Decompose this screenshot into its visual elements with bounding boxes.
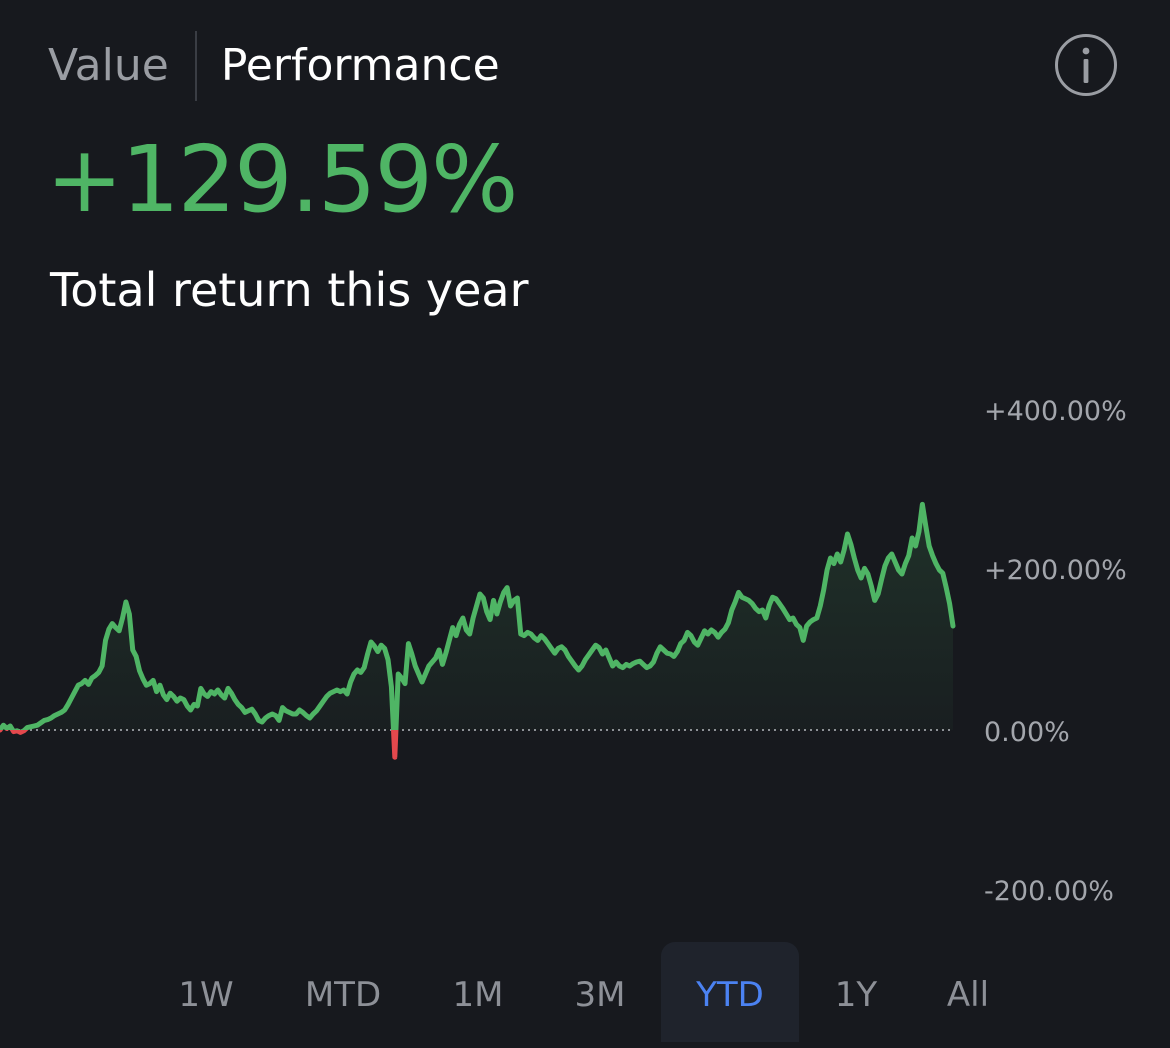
- performance-chart: +400.00% +200.00% 0.00% -200.00%: [0, 396, 1127, 907]
- range-ytd-button[interactable]: YTD: [661, 942, 799, 1042]
- range-1y-button[interactable]: 1Y: [834, 975, 878, 1015]
- performance-area: [0, 504, 953, 730]
- view-tabs: Value Performance: [48, 30, 500, 102]
- range-all-button[interactable]: All: [946, 975, 990, 1015]
- y-tick-label: 0.00%: [984, 717, 1070, 748]
- tab-divider: [194, 31, 197, 101]
- performance-line-positive: [0, 501, 956, 730]
- y-tick-label: +200.00%: [984, 555, 1127, 586]
- range-1w-button[interactable]: 1W: [178, 975, 234, 1015]
- range-3m-button[interactable]: 3M: [574, 975, 626, 1015]
- range-1m-button[interactable]: 1M: [452, 975, 504, 1015]
- time-range-selector: 1W MTD 1M 3M YTD 1Y All: [0, 942, 1170, 1042]
- tab-performance[interactable]: Performance: [220, 40, 500, 91]
- y-tick-label: -200.00%: [984, 876, 1114, 907]
- y-tick-label: +400.00%: [984, 396, 1127, 427]
- range-mtd-button[interactable]: MTD: [304, 975, 382, 1015]
- total-return-caption: Total return this year: [50, 263, 529, 317]
- info-circle-icon: [1055, 34, 1117, 96]
- info-button[interactable]: [1054, 33, 1118, 97]
- tab-value[interactable]: Value: [48, 40, 169, 91]
- total-return-value: +129.59%: [46, 126, 518, 233]
